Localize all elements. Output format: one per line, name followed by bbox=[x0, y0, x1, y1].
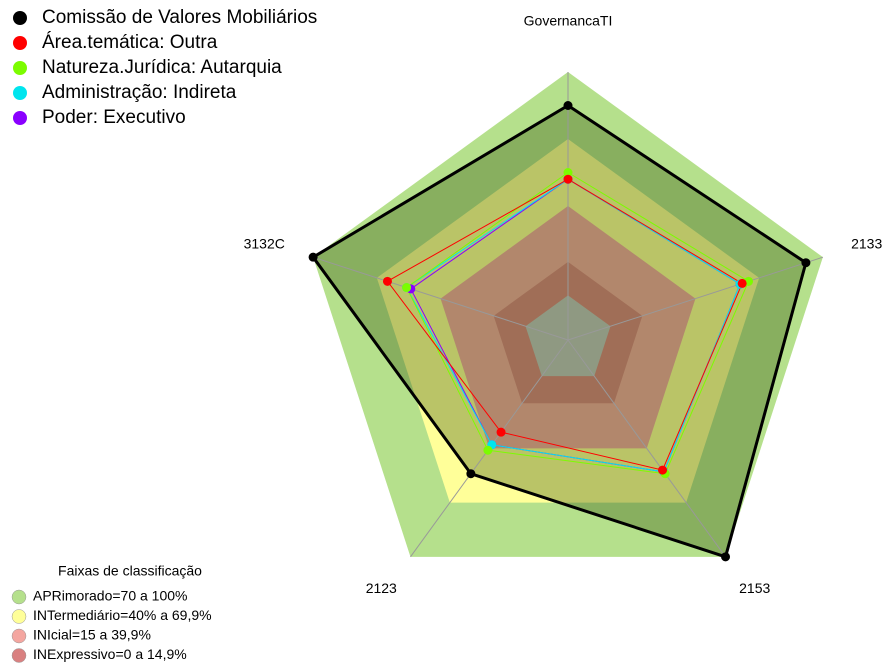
series-point bbox=[563, 168, 573, 177]
series-point bbox=[496, 427, 506, 437]
bands-legend-title: Faixas de classificação bbox=[58, 563, 202, 579]
series-point bbox=[466, 469, 476, 479]
series-point bbox=[563, 101, 573, 110]
band-legend-marker bbox=[11, 589, 27, 605]
series-point bbox=[483, 445, 493, 455]
series-line bbox=[405, 178, 741, 473]
series-point bbox=[737, 278, 747, 288]
legend-marker bbox=[13, 11, 27, 25]
band-legend-marker bbox=[11, 628, 27, 644]
legend-label: Natureza.Jurídica: Autarquia bbox=[42, 57, 282, 78]
legend-marker bbox=[13, 111, 27, 125]
legend-label: Administração: Indireta bbox=[42, 82, 237, 103]
band-legend-marker bbox=[11, 648, 27, 663]
series-point bbox=[563, 174, 573, 184]
series-point bbox=[308, 252, 318, 262]
axis-spoke bbox=[567, 256, 824, 341]
axis-spoke bbox=[567, 339, 726, 558]
axis-label: GovernancaTI bbox=[524, 13, 613, 29]
series-point bbox=[658, 465, 668, 475]
legend-marker bbox=[13, 86, 27, 100]
series-line bbox=[386, 178, 743, 471]
band-legend-label: INExpressivo=0 a 14,9% bbox=[33, 646, 187, 662]
band-legend-marker bbox=[11, 609, 27, 624]
series-line bbox=[405, 171, 750, 475]
axis-spoke bbox=[312, 256, 569, 341]
axis-label: 2123 bbox=[366, 580, 397, 596]
series-point bbox=[721, 552, 731, 562]
series-point bbox=[382, 276, 392, 286]
series-line bbox=[310, 103, 808, 559]
legend-label: Área.temática: Outra bbox=[42, 32, 218, 53]
legend-marker bbox=[13, 36, 27, 50]
axis-label: 2133 bbox=[851, 235, 882, 251]
band-legend-label: INTermediário=40% a 69,9% bbox=[33, 607, 212, 623]
band-legend-label: INIcial=15 a 39,9% bbox=[33, 627, 151, 643]
legend-label: Comissão de Valores Mobiliários bbox=[42, 7, 317, 28]
series-point bbox=[402, 283, 412, 293]
series-point bbox=[801, 258, 811, 268]
axis-label: 2153 bbox=[739, 580, 770, 596]
legend-label: Poder: Executivo bbox=[42, 107, 186, 128]
legend-marker bbox=[13, 61, 27, 75]
series-area bbox=[313, 105, 806, 557]
band-legend-label: APRimorado=70 a 100% bbox=[33, 588, 188, 604]
axis-label: 3132C bbox=[244, 235, 285, 251]
